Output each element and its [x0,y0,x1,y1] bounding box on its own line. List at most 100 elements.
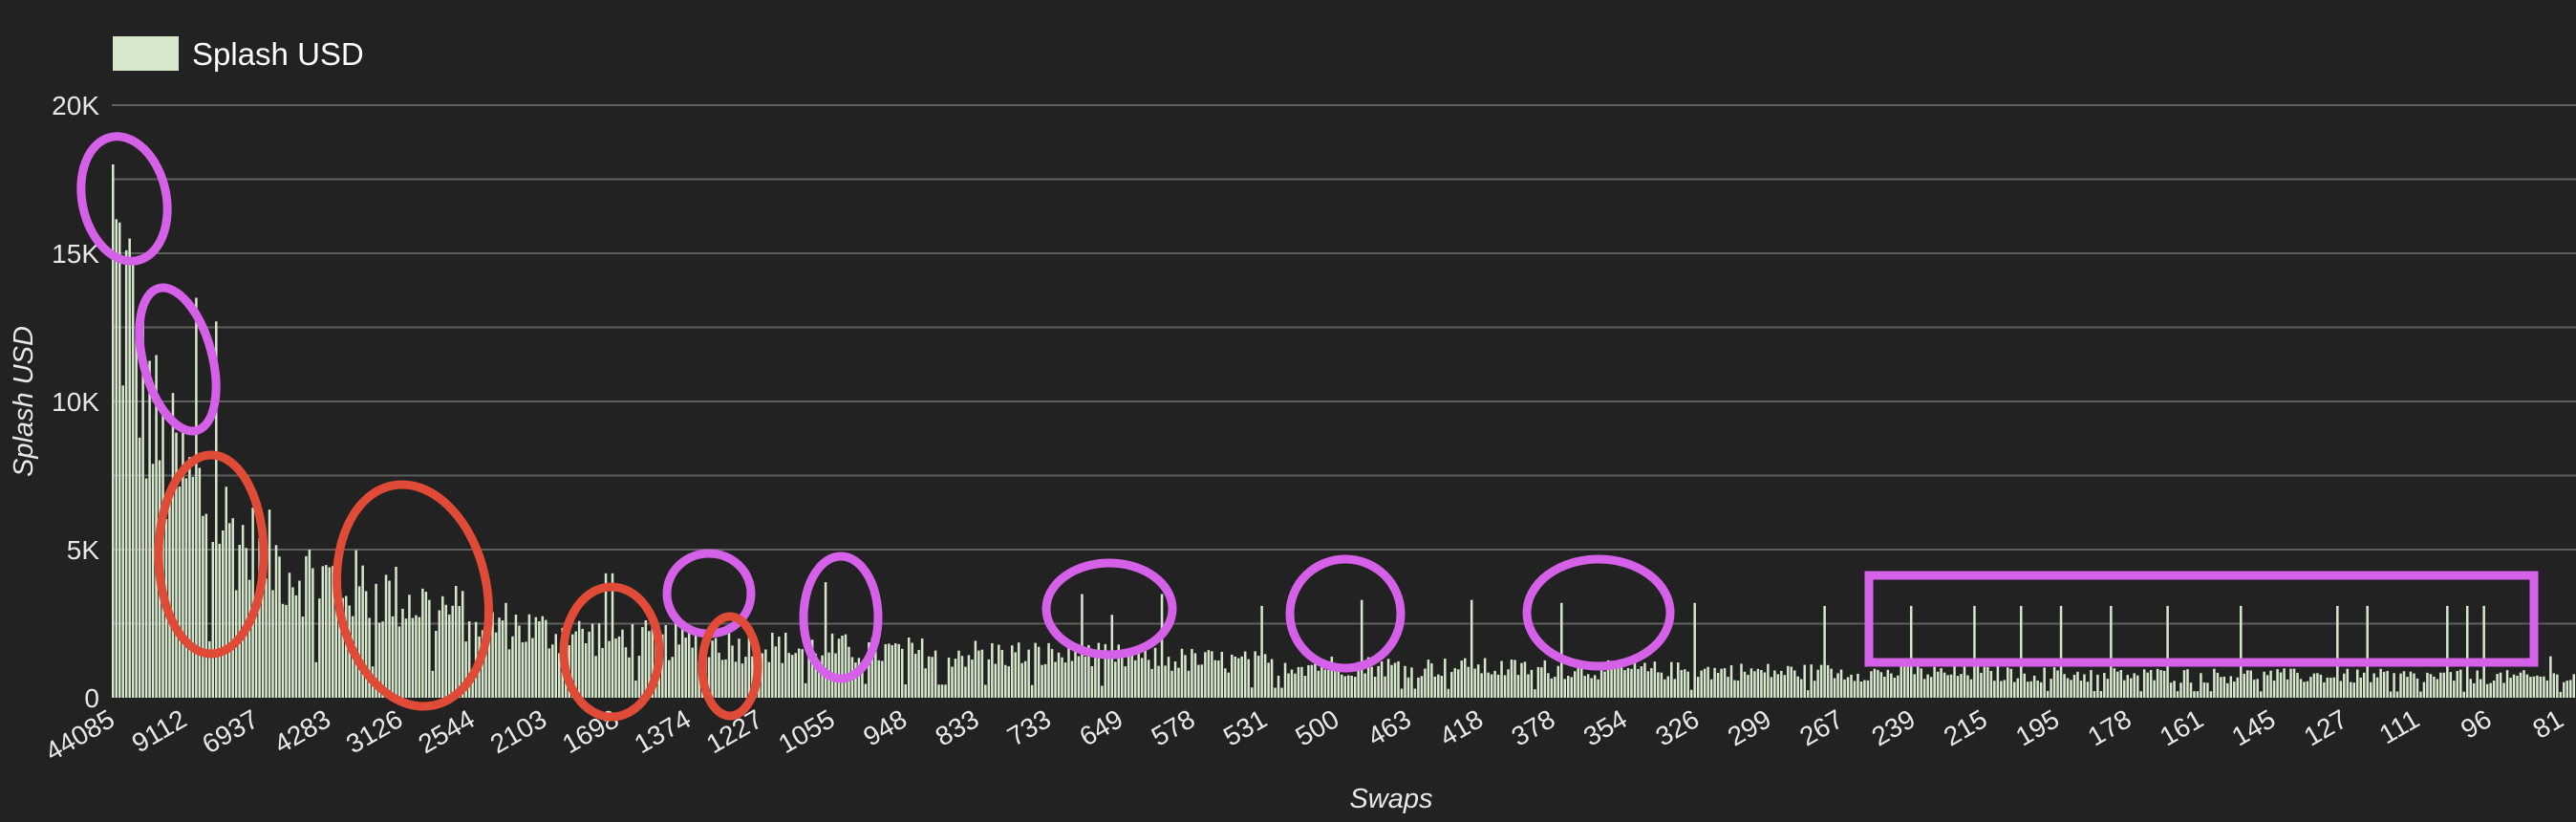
bar [707,657,711,698]
x-tick-label: 111 [2374,703,2424,749]
bar [937,684,940,698]
bar [388,580,391,698]
bar [894,643,897,698]
bar [1873,668,1877,698]
bar [1787,665,1790,698]
bar [677,644,680,698]
bar [1054,661,1057,698]
bar [980,649,984,698]
bar [1327,669,1330,698]
bar [1810,664,1813,698]
bar [1420,676,1424,698]
bar [2226,682,2229,698]
bar [377,622,381,698]
bar [1554,677,1556,698]
bar [1936,671,1940,698]
legend-swatch [113,36,179,71]
bar [1846,677,1850,698]
bar [2323,681,2326,698]
bar [1034,642,1037,698]
x-tick-label: 6937 [197,703,263,759]
bar [1090,665,1094,698]
bar [1193,653,1197,698]
bar [1240,656,1243,698]
bar [231,518,234,698]
bar [1733,680,1736,698]
bar [1427,660,1430,698]
bar [2209,691,2213,698]
bar [2153,680,2156,698]
highlight-ellipse [698,612,762,721]
bar [1460,660,1463,698]
bar [1433,676,1437,698]
bar [1243,651,1247,698]
bar [764,649,767,698]
bar [254,601,258,698]
bar [844,634,848,698]
bar [2173,681,2176,698]
bar [2026,681,2029,698]
bar [1933,666,1936,698]
bar [2339,681,2343,698]
legend[interactable]: Splash USD [113,36,364,72]
bar [2559,691,2563,698]
bar [2046,690,2050,698]
x-tick-label: 195 [2010,703,2064,751]
bar [2079,681,2083,698]
bar [687,631,691,698]
bar [1863,680,1866,698]
bar [1213,660,1217,698]
bar [1989,671,1993,698]
bar [1231,654,1234,698]
bar [1577,664,1579,698]
bar [2019,605,2023,698]
bar [807,646,810,698]
bar [2572,674,2576,698]
bar [1063,662,1067,698]
bar [498,617,501,698]
bar [198,467,202,698]
bar [1023,660,1027,698]
bar [577,620,581,698]
bar [1413,688,1417,698]
bar [1853,681,1857,698]
bar [2252,680,2256,698]
bar [1716,673,1720,698]
bar [1563,679,1567,698]
bar [1020,662,1023,698]
bar [2123,680,2126,698]
bar [1274,687,1277,698]
bar [637,656,641,698]
bar [2289,668,2292,698]
bar [375,583,377,698]
bar [2485,683,2489,698]
highlight-ellipse [76,132,172,266]
bar [1823,605,1826,698]
bar [227,523,231,698]
bar [611,573,614,698]
bar [491,612,494,698]
bar [891,645,894,698]
bar [2543,676,2545,698]
bar [2446,605,2449,698]
bar [2522,670,2525,698]
bar [1763,672,1767,698]
bar [874,636,877,698]
bar [467,621,471,698]
bar [1633,661,1637,698]
bar [784,632,787,698]
bar [1897,675,1900,698]
bar [332,566,334,698]
bar [1949,674,1953,698]
bar [1476,664,1480,698]
bar [1839,669,1843,698]
bar [854,662,857,698]
bar [2039,681,2043,698]
bar [1487,672,1490,698]
bar [1366,657,1370,698]
bar [1803,664,1806,698]
bar [977,650,980,698]
bar [964,666,967,698]
bar [2386,670,2389,698]
bar [2465,605,2469,698]
